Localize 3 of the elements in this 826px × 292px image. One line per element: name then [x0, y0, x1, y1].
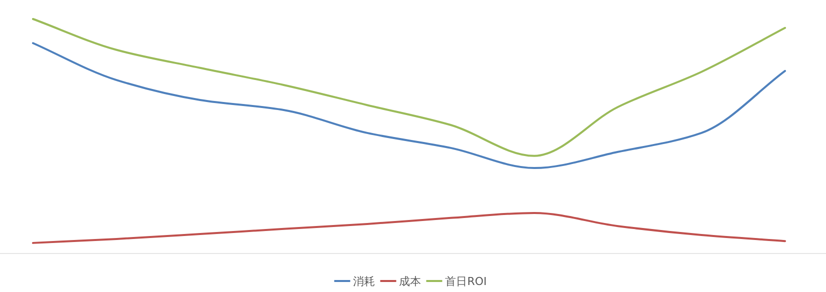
legend-label: 消耗 [353, 275, 376, 288]
legend-label: 首日ROI [445, 275, 487, 288]
legend-label: 成本 [399, 275, 422, 288]
